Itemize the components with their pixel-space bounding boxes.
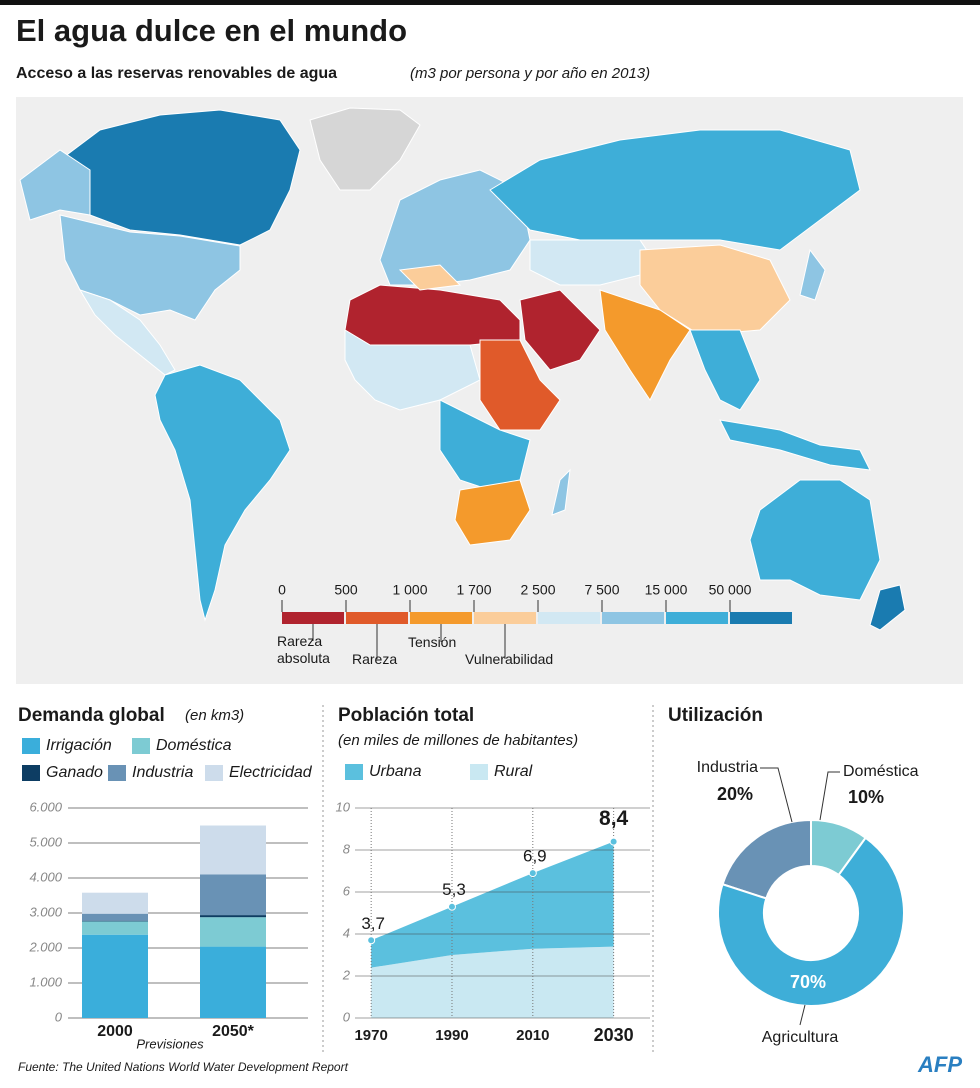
x-tick-label: 1970 (354, 1027, 387, 1044)
legend-swatch (205, 765, 223, 781)
legend-swatch (22, 738, 40, 754)
legend-class: Vulnerabilidad (465, 651, 554, 667)
leader-line (819, 771, 840, 821)
legend-swatch (470, 764, 488, 780)
bar-segment (82, 934, 148, 1018)
bar-segment (200, 946, 266, 1018)
y-tick-label: 8 (343, 841, 351, 856)
bar-segment (82, 921, 148, 935)
legend-swatch (108, 765, 126, 781)
total-point (609, 837, 618, 846)
donut-slice (717, 836, 905, 1007)
y-tick-label: 2.000 (28, 939, 62, 954)
legend-class: Rareza absoluta (277, 633, 330, 666)
y-tick-label: 6.000 (29, 799, 62, 814)
leader-line (760, 767, 793, 823)
legend-swatch (282, 612, 344, 624)
chart-subtitle: (en miles de millones de habitantes) (338, 732, 578, 749)
bar-segment (82, 913, 148, 921)
legend-tick-label: 500 (334, 582, 358, 598)
legend-swatch (730, 612, 792, 624)
legend-swatch (345, 764, 363, 780)
legend-tick-label: 15 000 (645, 582, 688, 598)
y-tick-label: 0 (55, 1009, 63, 1024)
x-tick-label: 2000 (97, 1023, 133, 1040)
world-map (19, 107, 906, 631)
legend-swatch (474, 612, 536, 624)
legend-swatch (346, 612, 408, 624)
legend-swatch (538, 612, 600, 624)
category-label: Agricultura (762, 1029, 839, 1046)
bar-segment (200, 825, 266, 875)
legend-swatch (132, 738, 150, 754)
legend-label: Industria (132, 764, 193, 781)
legend-tick-label: 1 000 (392, 582, 427, 598)
bar-segment (200, 917, 266, 947)
x-tick-label: 2010 (516, 1027, 549, 1044)
y-tick-label: 2 (342, 967, 351, 982)
bar-segment (200, 915, 266, 918)
y-tick-label: 6 (343, 883, 351, 898)
total-label: 8,4 (599, 807, 629, 830)
total-point (447, 902, 456, 911)
bar-segment (82, 920, 148, 922)
title: El agua dulce en el mundo (16, 13, 407, 48)
legend-swatch (410, 612, 472, 624)
chart-subtitle: (en km3) (185, 707, 244, 724)
category-label: Doméstica (843, 763, 919, 780)
y-tick-label: 4 (343, 925, 350, 940)
legend-swatch (22, 765, 40, 781)
note: Previsiones (136, 1036, 204, 1051)
subtitle: Acceso a las reservas renovables de agua (16, 65, 337, 82)
total-label: 3,7 (361, 914, 385, 933)
logo: AFP (917, 1052, 962, 1077)
top-bar (0, 0, 980, 5)
y-tick-label: 1.000 (29, 974, 62, 989)
legend-tick-label: 0 (278, 582, 286, 598)
chart-title: Población total (338, 705, 474, 726)
bar-segment (82, 892, 148, 914)
area (371, 841, 614, 968)
value-label: 20% (717, 784, 753, 804)
total-label: 5,3 (442, 880, 466, 899)
value-label: 10% (848, 787, 884, 807)
subtitle-note: (m3 por persona y por año en 2013) (410, 65, 650, 82)
x-tick-label: 2050* (212, 1023, 255, 1040)
legend-tick-label: 50 000 (709, 582, 752, 598)
legend-tick-label: 7 500 (584, 582, 619, 598)
y-tick-label: 0 (343, 1009, 351, 1024)
x-tick-label: 1990 (435, 1027, 468, 1044)
x-tick-label: 2030 (594, 1025, 634, 1045)
legend-swatch (602, 612, 664, 624)
leader-line (799, 1004, 806, 1026)
total-point (528, 869, 537, 878)
legend-swatch (666, 612, 728, 624)
y-tick-label: 10 (336, 799, 351, 814)
donut-slice (721, 818, 812, 900)
total-point (367, 936, 376, 945)
legend-class: Rareza (352, 651, 398, 667)
y-tick-label: 3.000 (29, 904, 62, 919)
legend-tick-label: 2 500 (520, 582, 555, 598)
legend-label: Irrigación (46, 737, 112, 754)
legend-label: Electricidad (229, 764, 313, 781)
source: Fuente: The United Nations World Water D… (18, 1060, 349, 1074)
chart-title: Demanda global (18, 705, 165, 726)
y-tick-label: 5.000 (29, 834, 62, 849)
legend-tick-label: 1 700 (456, 582, 491, 598)
legend-label: Rural (494, 763, 533, 780)
legend-label: Ganado (46, 764, 103, 781)
value-label: 70% (790, 972, 826, 992)
legend-label: Urbana (369, 763, 422, 780)
category-label: Industria (697, 759, 758, 776)
bar-segment (200, 874, 266, 916)
legend-label: Doméstica (156, 737, 232, 754)
total-label: 6,9 (523, 847, 547, 866)
chart-title: Utilización (668, 705, 763, 726)
area (371, 946, 614, 1018)
legend-class: Tensión (408, 634, 457, 650)
y-tick-label: 4.000 (29, 869, 62, 884)
